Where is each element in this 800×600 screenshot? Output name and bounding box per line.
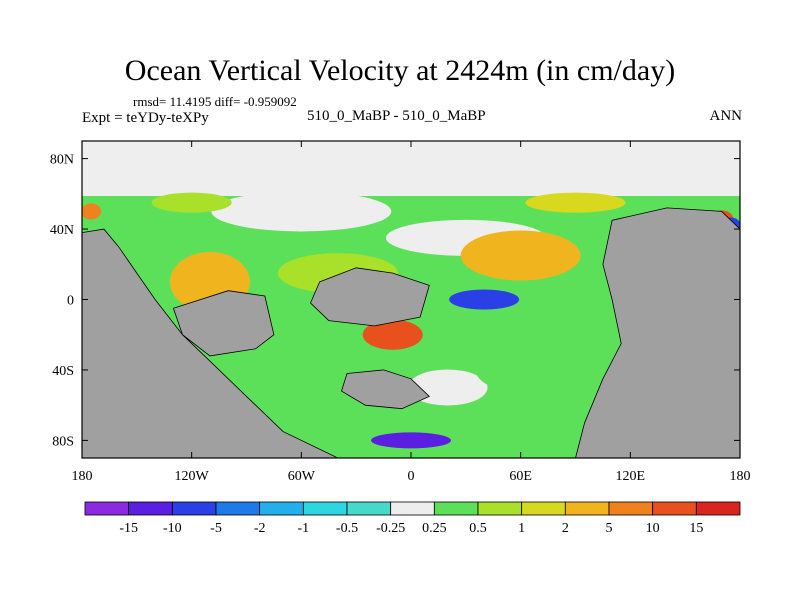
colorbar-swatch [171, 501, 217, 516]
colorbar-swatch [259, 501, 304, 516]
x-tick-label: 180 [72, 469, 93, 484]
colorbar-swatch [346, 501, 392, 516]
colorbar-swatch [215, 501, 261, 516]
axis-ticks: 180 120W 60W 0 60E 120E 180 80N 40N 0 40S 80S [50, 141, 751, 484]
colorbar-swatch [302, 501, 348, 516]
field-patch-red [362, 319, 423, 350]
colorbar-label: 2 [562, 521, 569, 536]
colorbar-label: 10 [646, 521, 660, 536]
north-band [82, 141, 740, 196]
field-patch-orange [82, 203, 102, 220]
colorbar-swatch [521, 501, 566, 516]
case-label: 510_0_MaBP - 510_0_MaBP [307, 108, 486, 124]
colorbar-label: -10 [163, 521, 182, 536]
field-patch-yellow [525, 192, 626, 213]
field-patch-white [211, 191, 392, 232]
map-field [82, 141, 740, 458]
land-mass-2 [172, 290, 275, 357]
colorbar-label: 5 [606, 521, 613, 536]
experiment-label: Expt = teYDy-teXPy [82, 110, 209, 126]
colorbar-swatch [564, 501, 610, 516]
land-mass-3 [310, 267, 430, 327]
colorbar-swatch [84, 501, 130, 516]
colorbar-label: -1 [297, 521, 309, 536]
y-tick-label: 0 [67, 294, 74, 309]
x-tick-label: 0 [408, 469, 415, 484]
colorbar-label: 15 [689, 521, 703, 536]
colorbar-swatch [608, 501, 654, 516]
field-patch-yellowgreen [151, 192, 232, 213]
colorbar-swatch [390, 501, 435, 516]
colorbar-label: 0.5 [469, 521, 487, 536]
x-tick-label: 120W [175, 469, 210, 484]
land-mass-0 [82, 228, 339, 458]
colorbar-label: -0.5 [336, 521, 358, 536]
field-patch-blue [449, 289, 520, 310]
y-tick-label: 40S [52, 364, 74, 379]
colorbar: -15 -10 -5 -2 -1 -0.5 -0.25 0.25 0.5 1 2 5 10 15 [84, 501, 741, 536]
colorbar-swatch [652, 501, 697, 516]
field-patch-orange [460, 230, 581, 281]
chart-title: Ocean Vertical Velocity at 2424m (in cm/… [124, 54, 676, 87]
season-label: ANN [709, 108, 743, 124]
y-tick-label: 80S [52, 434, 74, 449]
field-patch-purple [371, 432, 451, 449]
colorbar-swatch [477, 501, 523, 516]
x-tick-label: 120E [616, 469, 646, 484]
x-tick-label: 60E [509, 469, 532, 484]
colorbar-swatch [695, 501, 741, 516]
stats-line: rmsd= 11.4195 diff= -0.959092 [133, 94, 297, 109]
y-tick-label: 40N [50, 223, 74, 238]
colorbar-label: 0.25 [422, 521, 447, 536]
colorbar-label: 1 [518, 521, 525, 536]
x-tick-label: 60W [288, 469, 316, 484]
colorbar-label: -15 [119, 521, 138, 536]
colorbar-label: -2 [254, 521, 266, 536]
colorbar-label: -0.25 [376, 521, 405, 536]
colorbar-label: -5 [210, 521, 222, 536]
colorbar-swatch [433, 501, 479, 516]
land-mass-4 [341, 369, 431, 410]
field-patch-green [475, 347, 566, 392]
colorbar-swatch [128, 501, 173, 516]
y-tick-label: 80N [50, 153, 74, 168]
x-tick-label: 180 [730, 469, 751, 484]
land-mass-1 [575, 207, 740, 458]
